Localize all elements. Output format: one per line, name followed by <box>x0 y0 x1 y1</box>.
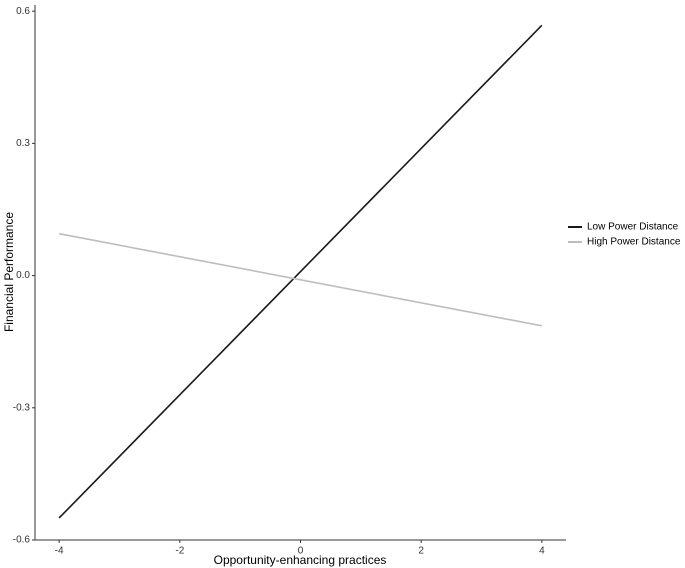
y-tick-label: 0.6 <box>16 6 30 17</box>
y-tick-label: -0.3 <box>13 402 31 413</box>
x-tick-label: 4 <box>539 546 545 557</box>
y-tick-label: 0.3 <box>16 138 30 149</box>
y-tick-label: 0.0 <box>16 270 30 281</box>
y-tick-label: -0.6 <box>13 535 31 546</box>
legend-label: High Power Distance <box>587 237 681 248</box>
series-line <box>58 232 543 327</box>
x-tick-label: 0 <box>298 546 304 557</box>
series-line <box>58 24 543 519</box>
x-axis-title: Opportunity-enhancing practices <box>214 553 387 567</box>
x-tick-label: -2 <box>175 546 184 557</box>
y-axis-title: Financial Performance <box>2 212 16 332</box>
x-tick-label: -4 <box>55 546 64 557</box>
legend-label: Low Power Distance <box>587 222 679 233</box>
x-tick-label: 2 <box>418 546 424 557</box>
